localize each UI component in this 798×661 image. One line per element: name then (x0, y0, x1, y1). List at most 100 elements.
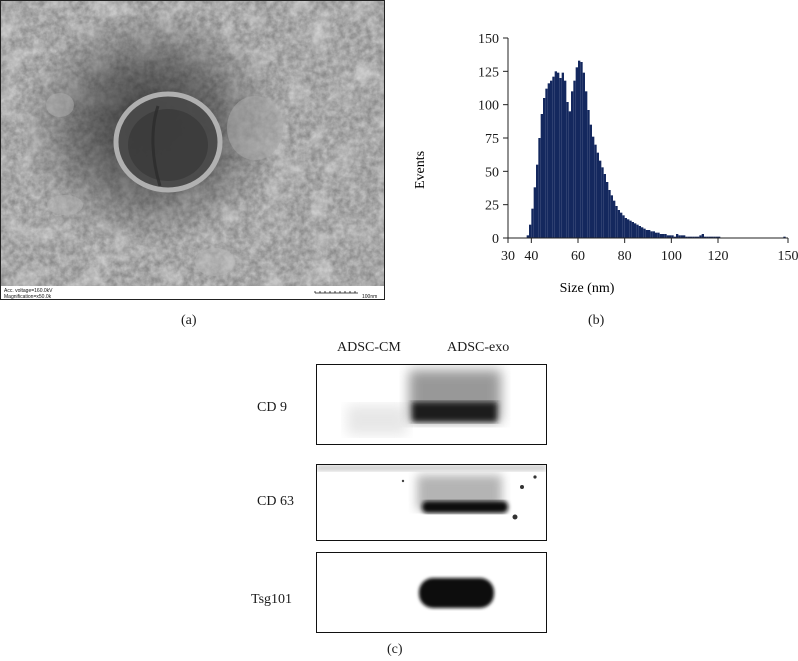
histogram-bar (585, 91, 588, 238)
histogram-bar (648, 230, 651, 238)
histogram-bar (664, 234, 667, 238)
panel-b-label: (b) (588, 313, 605, 328)
tem-info-line1: Acc. voltage=160.0kV (4, 288, 53, 294)
y-tick-label: 50 (485, 165, 499, 180)
histogram-bar (557, 72, 560, 238)
y-tick-label: 0 (492, 232, 499, 247)
histogram-bar (713, 236, 716, 238)
y-tick-label: 125 (478, 65, 499, 80)
histogram-bar (620, 212, 623, 238)
histogram-bar (599, 160, 602, 238)
histogram-bar (538, 138, 541, 238)
histogram-bar (566, 102, 569, 238)
histogram-bar (629, 220, 632, 238)
histogram-bar (533, 187, 536, 238)
histogram-bar (592, 136, 595, 238)
histogram-bar (680, 235, 683, 238)
histogram-bar (613, 200, 616, 238)
histogram-bar (543, 98, 546, 238)
histogram-bar (627, 219, 630, 238)
histogram-bar (711, 236, 714, 238)
x-tick-label: 60 (571, 249, 585, 264)
y-tick-label: 25 (485, 199, 499, 214)
histogram-bar (715, 236, 718, 238)
histogram-bar (617, 210, 620, 238)
histogram-bar (631, 222, 634, 238)
tem-micrograph: Acc. voltage=160.0kV Magnification=x50.0… (0, 0, 385, 300)
panel-c-label: (c) (387, 642, 403, 657)
histogram-bar (526, 235, 529, 238)
histogram-bar (718, 236, 721, 238)
histogram-bar (610, 195, 613, 238)
histogram-bar (687, 236, 690, 238)
histogram-bar (608, 190, 611, 238)
histogram-bar (678, 235, 681, 238)
tem-info-line2: Magnification=x50.0k (4, 294, 52, 300)
histogram-bar (683, 235, 686, 238)
histogram-bar (603, 174, 606, 238)
x-tick-label: 100 (661, 249, 682, 264)
histogram-bar (573, 80, 576, 238)
histogram-bar (550, 80, 553, 238)
histogram-bar (641, 227, 644, 238)
histogram-bar (578, 60, 581, 238)
histogram-bar (666, 235, 669, 238)
row-label-tsg101: Tsg101 (251, 592, 293, 607)
y-axis-label: Events (413, 151, 428, 189)
blot-tsg101 (316, 552, 547, 633)
scale-bar (314, 291, 358, 294)
histogram-bar (662, 234, 665, 238)
histogram-bar (706, 236, 709, 238)
histogram-bar (694, 236, 697, 238)
histogram-bar (671, 235, 674, 238)
histogram-bar (697, 236, 700, 238)
histogram-bar (564, 80, 567, 238)
histogram-bar (643, 228, 646, 238)
histogram-bar (580, 62, 583, 238)
histogram-bar (783, 236, 786, 238)
histogram-bar (561, 72, 564, 238)
histogram-bar (676, 234, 679, 238)
column-label-adsc-exo: ADSC-exo (447, 340, 510, 355)
blot-cd63 (316, 464, 547, 541)
histogram-bar (634, 223, 637, 238)
histogram-bar (622, 215, 625, 238)
histogram-bar (685, 236, 688, 238)
histogram-bar (638, 226, 641, 238)
histogram-bar (704, 236, 707, 238)
histogram-bar (529, 224, 532, 238)
histogram-bar (652, 231, 655, 238)
histogram-bar (708, 236, 711, 238)
scale-bar-text: 100nm (362, 294, 377, 300)
y-tick-label: 100 (478, 99, 499, 114)
histogram-bar (615, 206, 618, 238)
size-histogram: 0 25 50 75 100 125 150 30 40 60 80 100 120 150 Events… (413, 32, 798, 296)
histogram-bar (673, 236, 676, 238)
blot-cd9 (316, 364, 547, 445)
histogram-bar (690, 236, 693, 238)
histogram-bar (594, 144, 597, 238)
histogram-bar (575, 67, 578, 238)
row-label-cd9: CD 9 (257, 400, 287, 415)
histogram-bar (571, 91, 574, 238)
histogram-bar (606, 182, 609, 238)
histogram-bar (699, 235, 702, 238)
histogram-bar (559, 78, 562, 238)
histogram-bar (596, 152, 599, 238)
x-tick-label: 40 (524, 249, 538, 264)
histogram-bar (552, 76, 555, 238)
histogram-bar (659, 234, 662, 238)
histogram-bar (554, 71, 557, 238)
histogram-bar (587, 110, 590, 238)
histogram-bar (669, 235, 672, 238)
histogram-bar (645, 230, 648, 238)
x-tick-label: 80 (618, 249, 632, 264)
x-axis-label: Size (nm) (560, 281, 615, 296)
histogram-bar (624, 218, 627, 238)
histogram-bar (531, 208, 534, 238)
histogram-bar (582, 72, 585, 238)
histogram-bar (655, 232, 658, 238)
histogram-bar (701, 234, 704, 238)
x-tick-label: 120 (708, 249, 729, 264)
histogram-bar (692, 236, 695, 238)
